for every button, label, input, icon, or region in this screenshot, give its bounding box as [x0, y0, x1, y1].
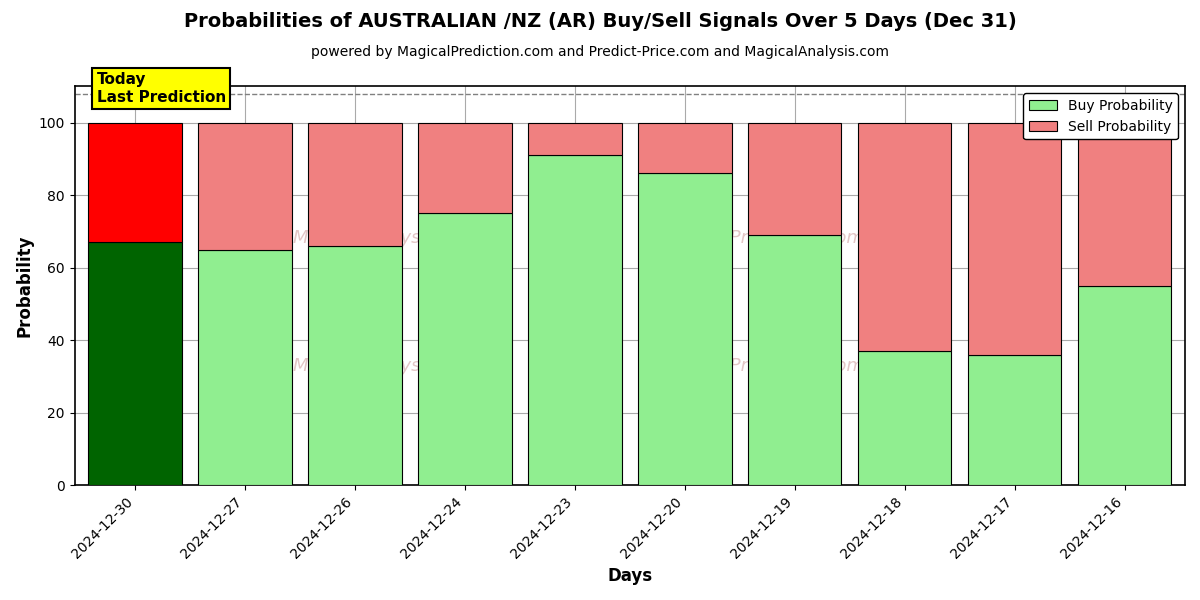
Bar [858, 122, 952, 351]
Bar [528, 155, 622, 485]
Bar [419, 122, 511, 213]
Bar [1078, 122, 1171, 286]
X-axis label: Days: Days [607, 567, 653, 585]
Text: MagicalPrediction.com: MagicalPrediction.com [661, 229, 864, 247]
Bar [858, 351, 952, 485]
Text: MagicalPrediction.com: MagicalPrediction.com [661, 356, 864, 374]
Bar [638, 122, 732, 173]
Bar [89, 242, 182, 485]
Text: Probabilities of AUSTRALIAN /NZ (AR) Buy/Sell Signals Over 5 Days (Dec 31): Probabilities of AUSTRALIAN /NZ (AR) Buy… [184, 12, 1016, 31]
Y-axis label: Probability: Probability [16, 235, 34, 337]
Bar [198, 250, 292, 485]
Bar [419, 213, 511, 485]
Bar [638, 173, 732, 485]
Bar [89, 122, 182, 242]
Bar [748, 122, 841, 235]
Bar [1078, 286, 1171, 485]
Bar [198, 122, 292, 250]
Bar [528, 122, 622, 155]
Legend: Buy Probability, Sell Probability: Buy Probability, Sell Probability [1024, 94, 1178, 139]
Text: powered by MagicalPrediction.com and Predict-Price.com and MagicalAnalysis.com: powered by MagicalPrediction.com and Pre… [311, 45, 889, 59]
Text: Today
Last Prediction: Today Last Prediction [97, 72, 226, 104]
Text: MagicalAnalysis.com: MagicalAnalysis.com [292, 229, 479, 247]
Bar [968, 355, 1061, 485]
Bar [308, 122, 402, 246]
Bar [308, 246, 402, 485]
Bar [968, 122, 1061, 355]
Bar [748, 235, 841, 485]
Text: MagicalAnalysis.com: MagicalAnalysis.com [292, 356, 479, 374]
